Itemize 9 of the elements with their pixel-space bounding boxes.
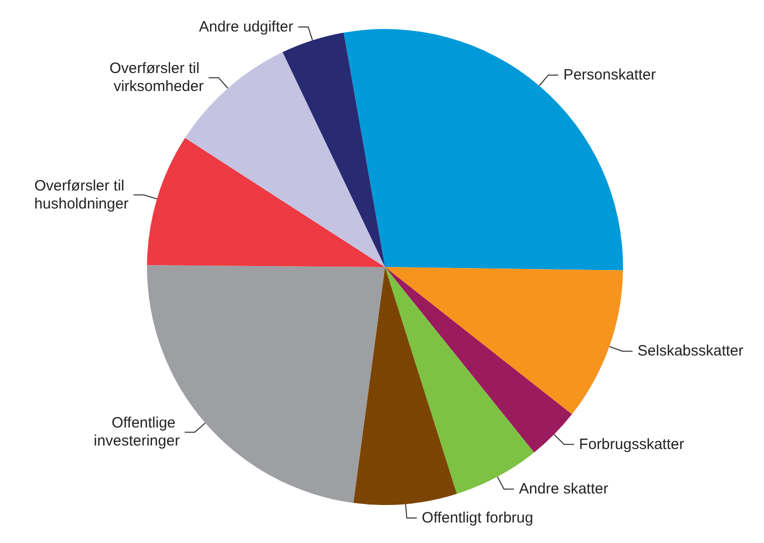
slice-label: Selskabsskatter — [638, 342, 744, 360]
slice-label: Andre skatter — [519, 480, 608, 498]
slice-label: Andre udgifter — [198, 18, 294, 36]
slice-label: Overførsler til husholdninger — [34, 177, 129, 212]
slice-label: Offentlige investeringer — [94, 414, 180, 450]
slice-label: Overførsler til virksomheder — [109, 60, 204, 96]
slice-label: Offentligt forbrug — [422, 510, 534, 527]
slice-label: Personskatter — [563, 66, 656, 84]
slice-label: Forbrugsskatter — [579, 436, 684, 453]
